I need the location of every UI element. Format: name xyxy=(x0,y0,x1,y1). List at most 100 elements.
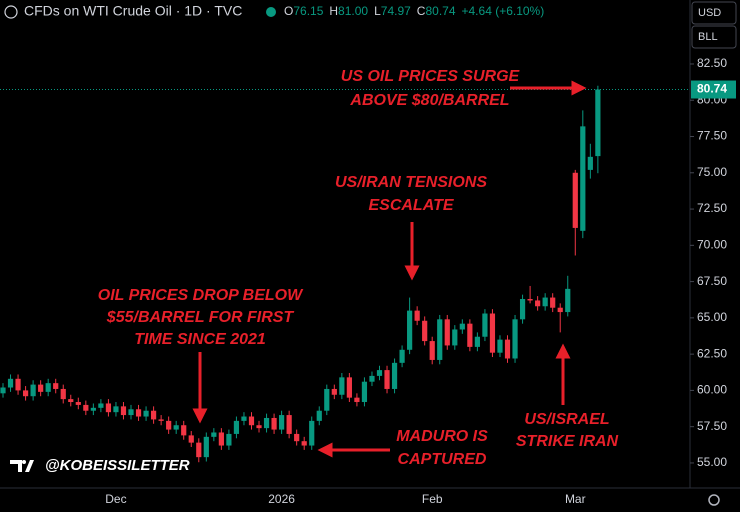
candle-body xyxy=(459,323,465,330)
candle-body xyxy=(113,406,119,413)
ohlc-value: 81.00 xyxy=(338,4,368,18)
candle-body xyxy=(346,377,352,398)
candle-body xyxy=(497,339,503,353)
settings-icon[interactable] xyxy=(708,494,720,506)
candle-body xyxy=(572,172,578,228)
y-tick-label: 77.50 xyxy=(697,129,727,143)
annotation: CAPTURED xyxy=(398,451,487,468)
candle-body xyxy=(331,388,337,395)
ohlc-change: +4.64 (+6.10%) xyxy=(462,4,545,18)
ohlc-value: 80.74 xyxy=(425,4,455,18)
candle-body xyxy=(309,420,315,446)
candle-body xyxy=(233,420,240,434)
candle-body xyxy=(135,409,142,417)
x-tick-label: Dec xyxy=(105,492,126,506)
annotation: US/IRAN TENSIONS xyxy=(335,174,487,191)
y-tick-label: 70.00 xyxy=(697,238,727,252)
watermark-text: @KOBEISSILETTER xyxy=(45,457,190,474)
x-tick-label: Feb xyxy=(422,492,443,506)
symbol-icon xyxy=(4,5,18,19)
candle-body xyxy=(75,402,81,405)
annotation: $55/BARREL FOR FIRST xyxy=(106,309,295,326)
candle-body xyxy=(120,406,127,416)
candle-body xyxy=(565,288,571,313)
candle-body xyxy=(467,323,473,347)
currency[interactable]: USD xyxy=(698,7,721,19)
candle-body xyxy=(429,341,435,360)
unit[interactable]: BLL xyxy=(698,31,718,43)
candle-body xyxy=(542,297,548,307)
ohlc-value: 74.97 xyxy=(381,4,411,18)
candle-body xyxy=(587,156,593,170)
candle-body xyxy=(248,416,255,426)
candle-body xyxy=(512,319,518,359)
candle-body xyxy=(105,403,112,413)
candle-body xyxy=(226,433,232,446)
candle-body xyxy=(489,313,496,353)
candle-body xyxy=(557,307,563,313)
y-tick-label: 75.00 xyxy=(697,165,727,179)
candle-body xyxy=(22,390,29,397)
candle-body xyxy=(444,319,450,346)
candle-body xyxy=(188,435,194,443)
candle-body xyxy=(422,320,428,342)
candle-body xyxy=(196,442,202,458)
candle-body xyxy=(391,362,398,389)
annotation: ESCALATE xyxy=(368,197,454,214)
currency-button[interactable] xyxy=(691,1,737,25)
y-tick-label: 72.50 xyxy=(697,201,727,215)
y-tick-label: 82.50 xyxy=(697,56,727,70)
candle-body xyxy=(414,310,420,321)
candle-body xyxy=(474,336,480,347)
last-price-box xyxy=(691,80,736,99)
candle-body xyxy=(286,415,292,434)
y-tick-label: 57.50 xyxy=(697,419,727,433)
y-tick-label: 55.00 xyxy=(697,455,727,469)
y-tick-label: 62.50 xyxy=(697,346,727,360)
candle-body xyxy=(504,339,511,359)
candle-body xyxy=(60,388,66,400)
candle-body xyxy=(407,310,413,350)
candle-body xyxy=(38,384,44,392)
candle-body xyxy=(203,436,209,458)
unit-button[interactable] xyxy=(691,25,737,49)
candle-body xyxy=(173,425,179,430)
annotation: MADURO IS xyxy=(396,428,488,445)
candle-body xyxy=(369,375,375,382)
candle-body xyxy=(15,378,21,391)
candle-body xyxy=(354,397,360,403)
candle-body xyxy=(0,387,6,394)
candle-body xyxy=(271,417,277,430)
candle-body xyxy=(482,313,488,337)
candle-body xyxy=(361,381,368,403)
y-tick-label: 65.00 xyxy=(697,310,727,324)
candle-body xyxy=(535,300,541,307)
annotation: STRIKE IRAN xyxy=(516,433,619,450)
candle-body xyxy=(151,410,157,420)
y-tick-label: 67.50 xyxy=(697,274,727,288)
ohlc: O76.15 H81.00 L74.97 C80.74 +4.64 (+6.10%) xyxy=(284,4,544,18)
candle-body xyxy=(218,432,224,446)
candle-body xyxy=(90,407,96,411)
symbol-title: CFDs on WTI Crude Oil · 1D · TVC xyxy=(24,3,242,19)
candle-body xyxy=(128,409,134,416)
candle-body xyxy=(7,378,14,388)
candle-body xyxy=(211,432,217,437)
candle-body xyxy=(527,299,533,301)
candle-body xyxy=(324,388,330,411)
candle-body xyxy=(550,297,556,308)
annotation: US/ISRAEL xyxy=(524,411,609,428)
candle-body xyxy=(399,349,405,363)
candle-body xyxy=(384,370,390,389)
status-dot xyxy=(266,7,276,17)
candle-body xyxy=(580,126,586,231)
ohlc-value: 76.15 xyxy=(293,4,323,18)
candle-body xyxy=(45,383,51,392)
candle-body xyxy=(256,425,262,429)
candle-body xyxy=(437,319,443,360)
annotation: US OIL PRICES SURGE xyxy=(341,68,521,85)
candle-body xyxy=(519,299,526,320)
x-tick-label: 2026 xyxy=(268,492,295,506)
